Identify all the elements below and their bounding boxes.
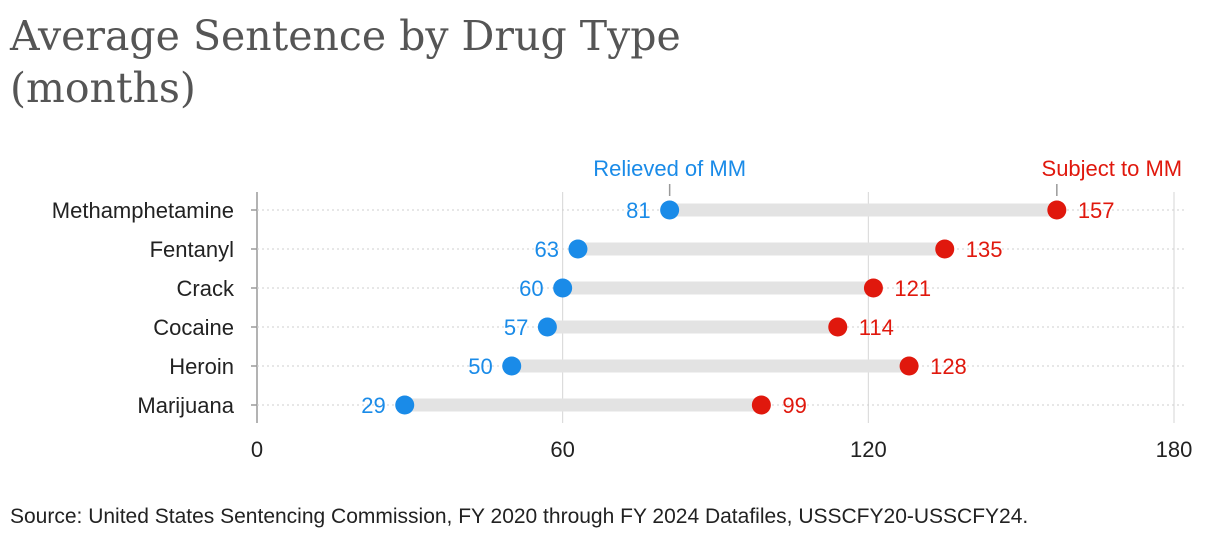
relieved-value-label: 50 bbox=[468, 354, 492, 379]
relieved-value-label: 57 bbox=[504, 315, 528, 340]
dumbbell-chart: 0 60 120 180 Methamphetamine 81 157 Fentanyl 63 1… bbox=[52, 156, 1193, 462]
relieved-dot bbox=[660, 200, 680, 220]
relieved-value-label: 60 bbox=[519, 276, 543, 301]
category-label: Crack bbox=[177, 276, 235, 301]
subject-dot bbox=[935, 239, 955, 259]
title-line-2: (months) bbox=[10, 64, 196, 112]
relieved-dot bbox=[502, 356, 522, 376]
title-line-1: Average Sentence by Drug Type bbox=[10, 12, 681, 60]
x-tick-label: 120 bbox=[850, 437, 887, 462]
subject-value-label: 128 bbox=[930, 354, 967, 379]
relieved-series-label: Relieved of MM bbox=[593, 156, 746, 181]
relieved-dot bbox=[395, 395, 415, 415]
category-label: Marijuana bbox=[137, 393, 234, 418]
subject-value-label: 157 bbox=[1078, 198, 1115, 223]
category-label: Methamphetamine bbox=[52, 198, 234, 223]
subject-series-label: Subject to MM bbox=[1042, 156, 1183, 181]
x-tick-label: 0 bbox=[251, 437, 263, 462]
relieved-value-label: 63 bbox=[534, 237, 558, 262]
relieved-value-label: 29 bbox=[361, 393, 385, 418]
category-label: Heroin bbox=[169, 354, 234, 379]
subject-value-label: 114 bbox=[859, 315, 894, 340]
subject-dot bbox=[1047, 200, 1067, 220]
source-note: Source: United States Sentencing Commiss… bbox=[10, 505, 1029, 528]
subject-value-label: 121 bbox=[894, 276, 931, 301]
subject-dot bbox=[828, 317, 848, 337]
subject-dot bbox=[751, 395, 771, 415]
x-tick-label: 60 bbox=[550, 437, 574, 462]
subject-value-label: 135 bbox=[966, 237, 1003, 262]
category-label: Fentanyl bbox=[150, 237, 234, 262]
relieved-dot bbox=[553, 278, 573, 298]
relieved-value-label: 81 bbox=[626, 198, 650, 223]
x-tick-label: 180 bbox=[1156, 437, 1193, 462]
subject-value-label: 99 bbox=[782, 393, 806, 418]
relieved-dot bbox=[568, 239, 588, 259]
relieved-dot bbox=[537, 317, 557, 337]
chart-title: Average Sentence by Drug Type (months) bbox=[10, 10, 910, 114]
category-label: Cocaine bbox=[153, 315, 234, 340]
subject-dot bbox=[863, 278, 883, 298]
subject-dot bbox=[899, 356, 919, 376]
